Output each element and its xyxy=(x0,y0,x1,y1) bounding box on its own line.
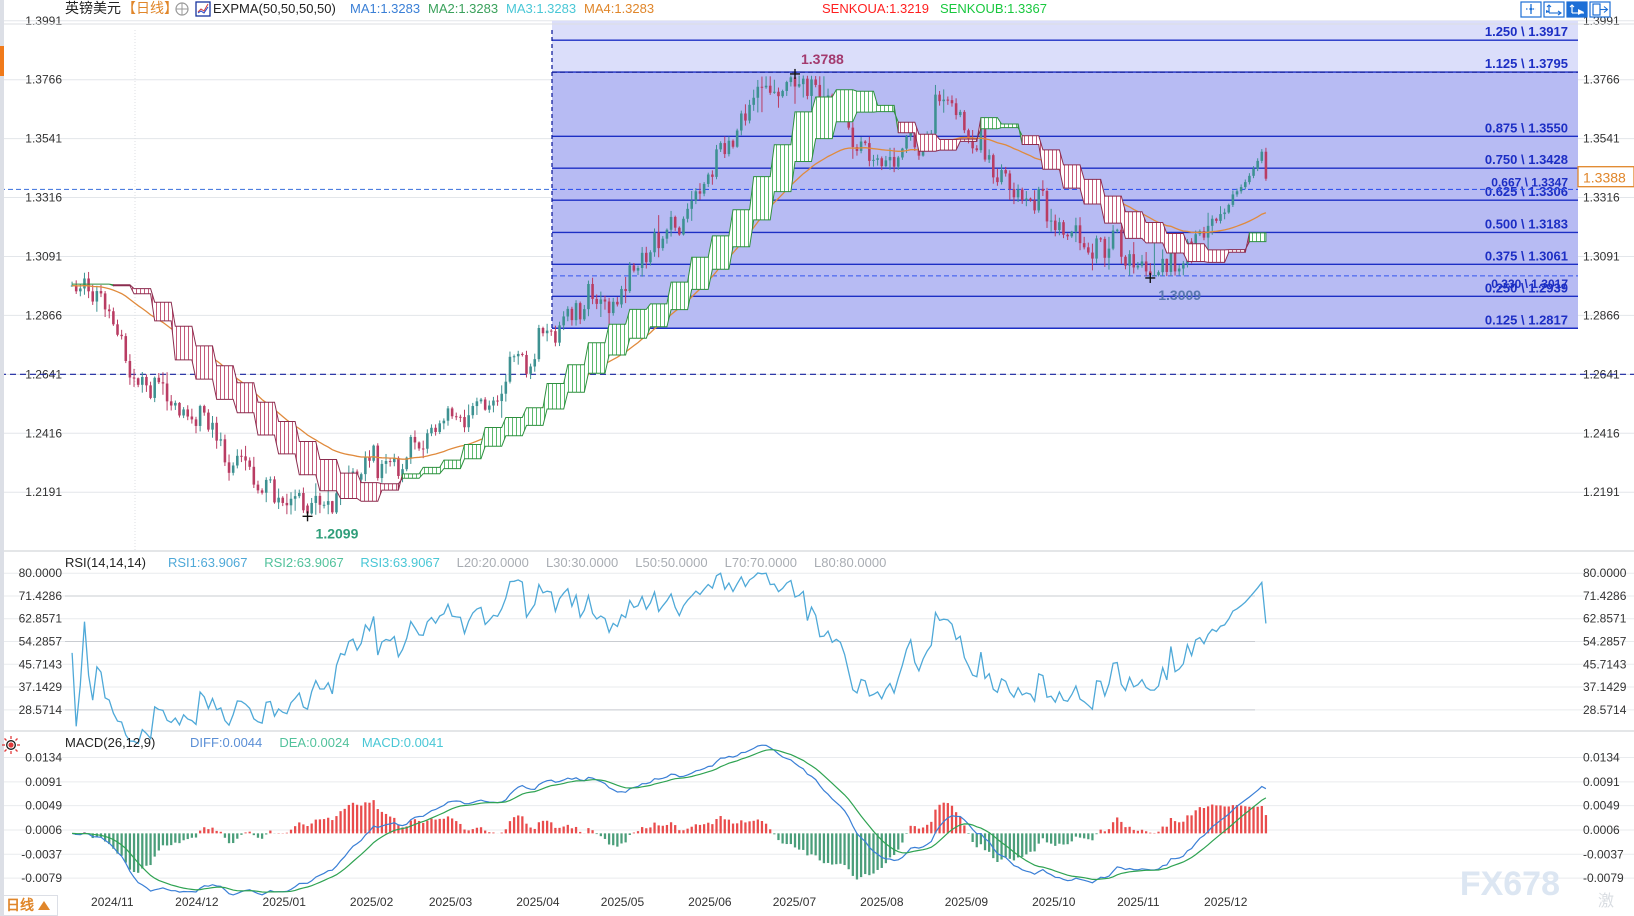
svg-text:1.2416: 1.2416 xyxy=(1583,426,1620,440)
svg-text:80.0000: 80.0000 xyxy=(19,566,63,580)
svg-text:0.375 \ 1.3061: 0.375 \ 1.3061 xyxy=(1485,248,1568,263)
svg-text:RSI1:63.9067: RSI1:63.9067 xyxy=(168,555,248,570)
svg-text:MA2:1.3283: MA2:1.3283 xyxy=(428,1,498,16)
svg-text:2024/12: 2024/12 xyxy=(175,895,219,909)
svg-text:0.0006: 0.0006 xyxy=(25,823,62,837)
svg-text:1.2866: 1.2866 xyxy=(25,308,62,322)
svg-text:2025/06: 2025/06 xyxy=(688,895,732,909)
svg-text:0.330 \ 1.3017: 0.330 \ 1.3017 xyxy=(1491,277,1568,291)
svg-text:62.8571: 62.8571 xyxy=(1583,612,1627,626)
svg-text:1.2191: 1.2191 xyxy=(25,485,62,499)
svg-text:37.1429: 37.1429 xyxy=(1583,680,1627,694)
svg-text:0.500 \ 1.3183: 0.500 \ 1.3183 xyxy=(1485,216,1568,231)
svg-text:MA4:1.3283: MA4:1.3283 xyxy=(584,1,654,16)
svg-text:L20:20.0000: L20:20.0000 xyxy=(457,555,529,570)
svg-text:2025/02: 2025/02 xyxy=(350,895,394,909)
svg-text:2025/10: 2025/10 xyxy=(1032,895,1076,909)
svg-text:1.3541: 1.3541 xyxy=(1583,132,1620,146)
svg-text:1.3316: 1.3316 xyxy=(25,191,62,205)
svg-text:1.125 \ 1.3795: 1.125 \ 1.3795 xyxy=(1485,56,1568,71)
svg-text:1.2099: 1.2099 xyxy=(316,525,359,541)
svg-text:0.0091: 0.0091 xyxy=(1583,775,1620,789)
svg-text:71.4286: 71.4286 xyxy=(1583,589,1627,603)
svg-text:0.0049: 0.0049 xyxy=(1583,799,1620,813)
svg-text:1.3541: 1.3541 xyxy=(25,132,62,146)
svg-text:80.0000: 80.0000 xyxy=(1583,566,1627,580)
svg-text:1.3091: 1.3091 xyxy=(25,249,62,263)
svg-text:2025/01: 2025/01 xyxy=(263,895,307,909)
svg-text:54.2857: 54.2857 xyxy=(19,635,63,649)
svg-text:1.2866: 1.2866 xyxy=(1583,308,1620,322)
svg-text:1.3788: 1.3788 xyxy=(801,51,844,67)
svg-text:0.0091: 0.0091 xyxy=(25,775,62,789)
svg-text:1.3316: 1.3316 xyxy=(1583,191,1620,205)
svg-text:2025/04: 2025/04 xyxy=(516,895,560,909)
svg-text:2025/09: 2025/09 xyxy=(945,895,989,909)
svg-text:-0.0037: -0.0037 xyxy=(21,847,62,861)
svg-text:1.250 \ 1.3917: 1.250 \ 1.3917 xyxy=(1485,24,1568,39)
svg-text:DIFF:0.0044: DIFF:0.0044 xyxy=(190,735,262,750)
svg-text:MACD:0.0041: MACD:0.0041 xyxy=(362,735,444,750)
svg-text:1.3009: 1.3009 xyxy=(1158,287,1201,303)
svg-text:2025/05: 2025/05 xyxy=(601,895,645,909)
svg-text:2025/12: 2025/12 xyxy=(1204,895,1248,909)
svg-text:FX678: FX678 xyxy=(1460,865,1560,903)
svg-text:1.3766: 1.3766 xyxy=(25,73,62,87)
svg-text:L70:70.0000: L70:70.0000 xyxy=(725,555,797,570)
svg-text:MA3:1.3283: MA3:1.3283 xyxy=(506,1,576,16)
svg-text:28.5714: 28.5714 xyxy=(1583,703,1627,717)
svg-text:2025/11: 2025/11 xyxy=(1117,895,1160,909)
svg-text:0.750 \ 1.3428: 0.750 \ 1.3428 xyxy=(1485,152,1568,167)
svg-text:L50:50.0000: L50:50.0000 xyxy=(635,555,707,570)
svg-text:0.0134: 0.0134 xyxy=(25,751,62,765)
svg-text:英镑美元: 英镑美元 xyxy=(65,0,121,16)
svg-text:0.0049: 0.0049 xyxy=(25,799,62,813)
svg-text:0.0134: 0.0134 xyxy=(1583,751,1620,765)
svg-text:45.7143: 45.7143 xyxy=(19,657,63,671)
svg-text:【日线】: 【日线】 xyxy=(122,0,178,16)
svg-text:0.125 \ 1.2817: 0.125 \ 1.2817 xyxy=(1485,312,1568,327)
svg-text:0.667 \ 1.3347: 0.667 \ 1.3347 xyxy=(1491,175,1568,189)
svg-text:2025/03: 2025/03 xyxy=(429,895,473,909)
svg-text:1.3091: 1.3091 xyxy=(1583,249,1620,263)
svg-text:1.3991: 1.3991 xyxy=(25,14,62,28)
svg-text:L80:80.0000: L80:80.0000 xyxy=(814,555,886,570)
svg-text:RSI2:63.9067: RSI2:63.9067 xyxy=(264,555,344,570)
svg-text:-0.0079: -0.0079 xyxy=(1583,871,1624,885)
svg-text:2024/11: 2024/11 xyxy=(91,895,134,909)
svg-text:37.1429: 37.1429 xyxy=(19,680,63,694)
svg-text:MACD(26,12,9): MACD(26,12,9) xyxy=(65,735,155,750)
svg-text:28.5714: 28.5714 xyxy=(19,703,63,717)
svg-text:0.0006: 0.0006 xyxy=(1583,823,1620,837)
svg-text:L30:30.0000: L30:30.0000 xyxy=(546,555,618,570)
svg-text:SENKOUA:1.3219: SENKOUA:1.3219 xyxy=(822,1,929,16)
svg-text:45.7143: 45.7143 xyxy=(1583,657,1627,671)
svg-text:MA1:1.3283: MA1:1.3283 xyxy=(350,1,420,16)
svg-text:1.2191: 1.2191 xyxy=(1583,485,1620,499)
svg-text:1.3388: 1.3388 xyxy=(1583,170,1626,186)
svg-text:71.4286: 71.4286 xyxy=(19,589,63,603)
svg-text:SENKOUB:1.3367: SENKOUB:1.3367 xyxy=(940,1,1047,16)
svg-text:-0.0079: -0.0079 xyxy=(21,871,62,885)
svg-text:1.2416: 1.2416 xyxy=(25,426,62,440)
svg-text:2025/08: 2025/08 xyxy=(860,895,904,909)
svg-text:DEA:0.0024: DEA:0.0024 xyxy=(279,735,349,750)
svg-text:1.3766: 1.3766 xyxy=(1583,73,1620,87)
svg-text:-0.0037: -0.0037 xyxy=(1583,847,1624,861)
svg-text:0.875 \ 1.3550: 0.875 \ 1.3550 xyxy=(1485,120,1568,135)
svg-text:2025/07: 2025/07 xyxy=(773,895,817,909)
svg-text:激: 激 xyxy=(1598,892,1614,910)
svg-text:54.2857: 54.2857 xyxy=(1583,635,1627,649)
svg-text:62.8571: 62.8571 xyxy=(19,612,63,626)
svg-text:RSI(14,14,14): RSI(14,14,14) xyxy=(65,555,146,570)
svg-text:RSI3:63.9067: RSI3:63.9067 xyxy=(360,555,440,570)
svg-text:EXPMA(50,50,50,50): EXPMA(50,50,50,50) xyxy=(213,1,336,16)
